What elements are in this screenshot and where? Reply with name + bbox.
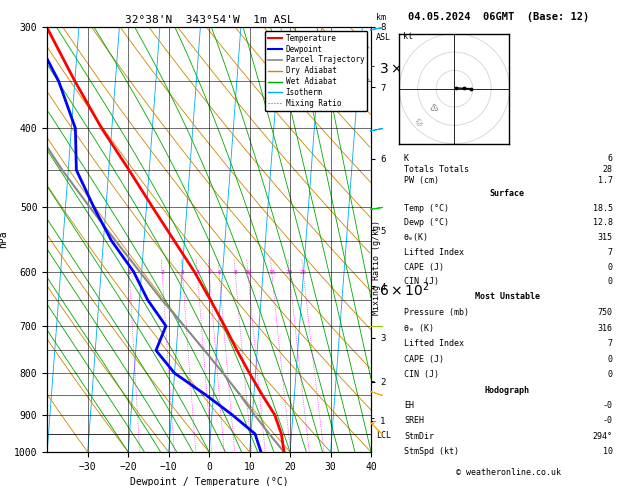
Text: PW (cm): PW (cm) (404, 176, 439, 185)
Text: ASL: ASL (376, 33, 391, 42)
Text: 316: 316 (598, 324, 613, 332)
Text: 25: 25 (299, 270, 307, 275)
Text: CIN (J): CIN (J) (404, 278, 439, 286)
Legend: Temperature, Dewpoint, Parcel Trajectory, Dry Adiabat, Wet Adiabat, Isotherm, Mi: Temperature, Dewpoint, Parcel Trajectory… (265, 31, 367, 111)
Text: Hodograph: Hodograph (485, 386, 530, 395)
Text: -0: -0 (603, 401, 613, 410)
Text: SREH: SREH (404, 417, 424, 425)
Text: 0: 0 (608, 370, 613, 379)
Text: 0: 0 (608, 355, 613, 364)
Text: 10: 10 (603, 447, 613, 456)
Text: 5: 5 (208, 270, 211, 275)
Text: 4: 4 (196, 270, 199, 275)
Text: 0: 0 (608, 262, 613, 272)
Text: 6: 6 (217, 270, 221, 275)
Text: © weatheronline.co.uk: © weatheronline.co.uk (456, 468, 560, 477)
Text: Lifted Index: Lifted Index (404, 248, 464, 257)
Text: LCL: LCL (376, 431, 391, 440)
Text: θₑ (K): θₑ (K) (404, 324, 434, 332)
Text: ♳: ♳ (429, 103, 438, 113)
Title: 32°38'N  343°54'W  1m ASL: 32°38'N 343°54'W 1m ASL (125, 15, 294, 25)
Text: 6: 6 (608, 154, 613, 163)
Text: 3: 3 (181, 270, 184, 275)
Text: Mixing Ratio (g/kg): Mixing Ratio (g/kg) (372, 220, 381, 315)
X-axis label: Dewpoint / Temperature (°C): Dewpoint / Temperature (°C) (130, 477, 289, 486)
Text: EH: EH (404, 401, 414, 410)
Text: Lifted Index: Lifted Index (404, 339, 464, 348)
Text: 18.5: 18.5 (593, 204, 613, 213)
Text: 1.7: 1.7 (598, 176, 613, 185)
Text: Dewp (°C): Dewp (°C) (404, 218, 449, 227)
Text: 1: 1 (128, 270, 131, 275)
Text: CIN (J): CIN (J) (404, 370, 439, 379)
Text: kt: kt (403, 32, 413, 41)
Text: StmSpd (kt): StmSpd (kt) (404, 447, 459, 456)
Text: 7: 7 (608, 339, 613, 348)
Text: Totals Totals: Totals Totals (404, 165, 469, 174)
Text: 04.05.2024  06GMT  (Base: 12): 04.05.2024 06GMT (Base: 12) (408, 12, 589, 22)
Text: 7: 7 (608, 248, 613, 257)
Text: 20: 20 (286, 270, 293, 275)
Text: 28: 28 (603, 165, 613, 174)
Text: CAPE (J): CAPE (J) (404, 262, 444, 272)
Text: Pressure (mb): Pressure (mb) (404, 308, 469, 317)
Text: Surface: Surface (490, 189, 525, 198)
Y-axis label: hPa: hPa (0, 230, 8, 248)
Text: θₑ(K): θₑ(K) (404, 233, 429, 242)
Text: 0: 0 (608, 278, 613, 286)
Text: km: km (376, 14, 386, 22)
Text: 8: 8 (233, 270, 237, 275)
Text: 15: 15 (268, 270, 276, 275)
Text: Most Unstable: Most Unstable (475, 293, 540, 301)
Text: 12.8: 12.8 (593, 218, 613, 227)
Text: 10: 10 (244, 270, 252, 275)
Text: 2: 2 (160, 270, 164, 275)
Text: Temp (°C): Temp (°C) (404, 204, 449, 213)
Text: CAPE (J): CAPE (J) (404, 355, 444, 364)
Text: -0: -0 (603, 417, 613, 425)
Text: 315: 315 (598, 233, 613, 242)
Text: ♲: ♲ (414, 118, 423, 127)
Text: 750: 750 (598, 308, 613, 317)
Text: K: K (404, 154, 409, 163)
Text: StmDir: StmDir (404, 432, 434, 441)
Text: 294°: 294° (593, 432, 613, 441)
